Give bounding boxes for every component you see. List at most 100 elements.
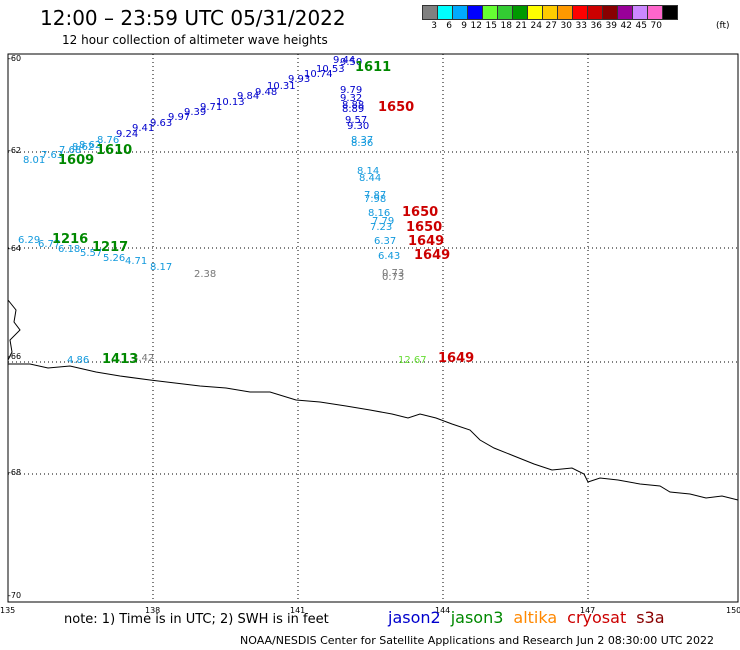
lon-tick: 150 [726, 606, 740, 615]
wave-height-label: 9.39 [184, 107, 206, 118]
satellite-legend-item: cryosat [567, 608, 627, 627]
lat-tick: -68 [8, 468, 21, 477]
pass-time-label: 1413 [102, 352, 138, 367]
grid [8, 54, 738, 602]
lon-tick: 141 [290, 606, 305, 615]
wave-height-label: 7.98 [364, 194, 386, 205]
color-scale-label: 30 [560, 21, 572, 31]
wave-height-label: 9.93 [288, 74, 310, 85]
lon-tick: 147 [580, 606, 595, 615]
pass-time-label: 1610 [96, 143, 132, 158]
satellite-legend-item: altika [513, 608, 558, 627]
wave-height-label: 8.89 [342, 104, 364, 115]
wave-height-label: 8.62 [79, 140, 101, 151]
color-scale-unit: (ft) [716, 21, 730, 31]
color-scale-label: 15 [485, 21, 497, 31]
page-subtitle: 12 hour collection of altimeter wave hei… [62, 33, 328, 47]
wave-height-label: 8.76 [97, 135, 119, 146]
lat-tick: -62 [8, 146, 21, 155]
color-scale-label: 9 [461, 21, 467, 31]
wave-height-label: 10.53 [316, 64, 345, 75]
color-scale-label: 39 [605, 21, 617, 31]
color-scale-label: 45 [635, 21, 647, 31]
color-scale-label: 24 [530, 21, 542, 31]
wave-height-label: 9.41 [132, 123, 154, 134]
color-scale-label: 42 [620, 21, 632, 31]
color-scale-label: 3 [431, 21, 437, 31]
color-scale-label: 36 [590, 21, 602, 31]
color-scale-label: 18 [500, 21, 512, 31]
lat-tick: -66 [8, 352, 21, 361]
wave-height-label: 7.63 [41, 150, 63, 161]
map-frame [7, 53, 739, 603]
pass-time-label: 1217 [92, 240, 128, 255]
wave-height-label: 8.16 [368, 208, 390, 219]
wave-height-label: 9.71 [200, 102, 222, 113]
wave-height-label: 10.31 [267, 81, 296, 92]
wave-height-label: 8.37 [351, 135, 373, 146]
lon-tick: 138 [145, 606, 160, 615]
wave-height-label: 4.71 [125, 256, 147, 267]
pass-time-label: 1216 [52, 232, 88, 247]
pass-time-label: 1650 [402, 205, 438, 220]
satellite-legend-item: jason3 [450, 608, 504, 627]
page-title: 12:00 – 23:59 UTC 05/31/2022 [40, 6, 346, 30]
color-scale [422, 5, 678, 20]
pass-time-label: 1649 [414, 248, 450, 263]
wave-height-label: 6.43 [378, 251, 400, 262]
color-scale-label: 21 [515, 21, 527, 31]
wave-height-label: 10.13 [216, 97, 245, 108]
wave-height-label: 7.68 [59, 145, 81, 156]
wave-height-label: 5.26 [103, 253, 125, 264]
wave-height-label: 3.42 [132, 353, 154, 364]
wave-height-label: 8.14 [357, 166, 379, 177]
other-track-values: 12.67 3.42 2.38 0.73 0.73 [132, 268, 427, 366]
wave-height-label: 4.86 [67, 355, 89, 366]
wave-height-label: 5.57 [80, 248, 102, 259]
satellite-legend: jason2 jason3 altika cryosat s3a [388, 608, 675, 627]
color-scale-labels: 3 6 9 12 15 18 21 24 27 30 33 36 39 42 45 70 [422, 21, 662, 31]
coastline [7, 299, 739, 501]
wave-height-label: 7.23 [370, 222, 392, 233]
wave-height-label: 9.32 [340, 93, 362, 104]
wave-height-label: 9.48 [255, 87, 277, 98]
satellite-legend-item: jason2 [388, 608, 441, 627]
wave-height-label: 9.57 [345, 115, 367, 126]
cryosat-pass-times: 1650 1650 1650 1649 1649 1649 [378, 100, 474, 366]
lat-tick: -60 [8, 54, 21, 63]
wave-height-label: 9.50 [340, 57, 362, 68]
wave-height-label: 12.67 [398, 355, 427, 366]
satellite-legend-item: s3a [636, 608, 665, 627]
wave-height-label: 9.30 [347, 121, 369, 132]
wave-height-label: 7.79 [372, 216, 394, 227]
pass-time-label: 1611 [355, 60, 391, 75]
wave-height-label: 7.87 [364, 190, 386, 201]
wave-height-label: 9.79 [340, 85, 362, 96]
pass-time-label: 1650 [406, 220, 442, 235]
wave-height-label: 6.77 [38, 239, 60, 250]
lon-tick: 144 [435, 606, 450, 615]
color-swatch [662, 5, 678, 20]
wave-height-label: 8.36 [351, 138, 373, 149]
wave-height-label: 0.73 [382, 268, 404, 279]
wave-height-label: 8.01 [23, 155, 45, 166]
wave-height-label: 9.24 [116, 129, 138, 140]
credit-line: NOAA/NESDIS Center for Satellite Applica… [240, 634, 715, 647]
jason3-pass-times: 1611 1610 1609 1216 1217 1413 [52, 60, 391, 367]
color-scale-label: 6 [446, 21, 452, 31]
wave-height-label: 10.74 [304, 69, 333, 80]
color-scale-label: 70 [650, 21, 662, 31]
wave-height-label: 9.63 [150, 118, 172, 129]
wave-height-label: 9.97 [168, 112, 190, 123]
wave-height-label: 9.44 [333, 55, 355, 66]
color-scale-label: 12 [470, 21, 482, 31]
wave-height-label: 8.62 [72, 142, 94, 153]
wave-height-label: 2.38 [194, 269, 216, 280]
wave-height-label: 8.44 [359, 173, 381, 184]
lat-tick: -64 [8, 244, 21, 253]
wave-height-label: 6.18 [58, 244, 80, 255]
lat-tick: -70 [8, 591, 21, 600]
jason2-track: 9.44 9.50 10.53 10.74 9.93 10.31 9.48 9.… [116, 55, 369, 140]
